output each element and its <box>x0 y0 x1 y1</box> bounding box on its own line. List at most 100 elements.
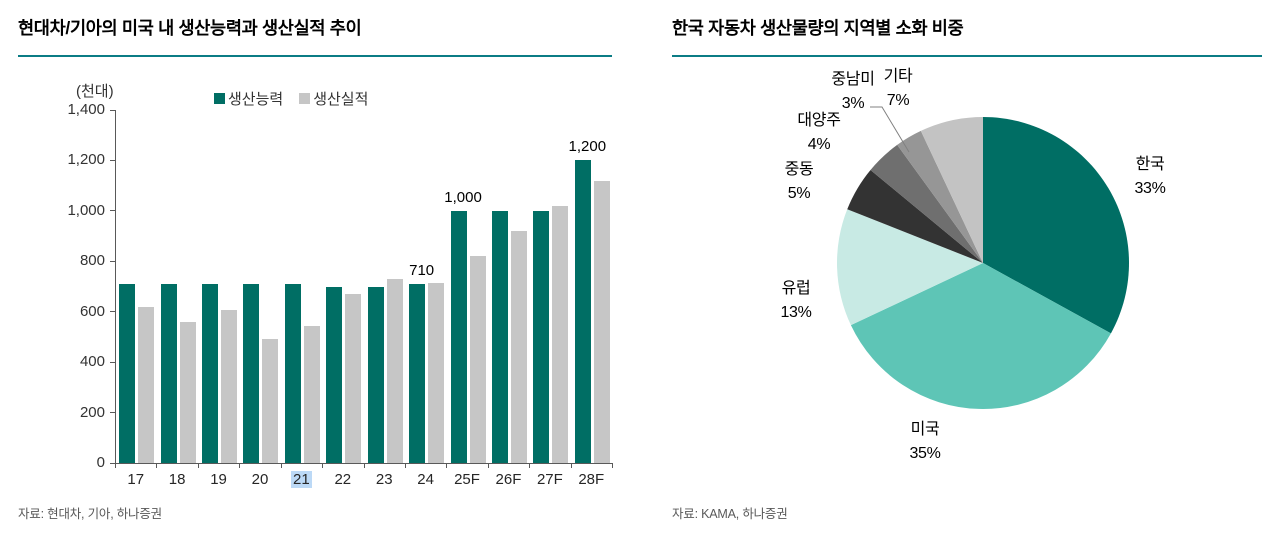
x-axis-tick <box>487 464 489 468</box>
legend-swatch-icon <box>214 93 225 104</box>
x-axis-label-23: 23 <box>375 471 393 488</box>
bar-chart: (천대) 생산능력 생산실적 0 200 400 600 800 1,000 1,200 1,4… <box>18 58 613 498</box>
x-axis-label-19: 19 <box>210 471 227 488</box>
actual-bar-21 <box>303 325 320 463</box>
capacity-bar-28F <box>574 160 591 463</box>
capacity-bar-25F <box>450 210 467 463</box>
y-axis-tick <box>110 412 115 414</box>
pie-label-대양주: 대양주 4% <box>797 109 841 157</box>
capacity-bar-23 <box>367 286 384 463</box>
capacity-bar-17 <box>119 283 136 463</box>
pie-label-name: 한국 <box>1135 156 1165 173</box>
y-axis-tick <box>110 361 115 363</box>
x-axis-label-17: 17 <box>127 471 145 488</box>
capacity-bar-24 <box>409 283 426 463</box>
pie-label-pct: 4% <box>807 136 831 153</box>
x-axis-label-26F: 26F <box>495 471 522 488</box>
pie-label-name: 유럽 <box>781 280 811 297</box>
pie-label-pct: 5% <box>787 185 811 202</box>
x-axis-label-25F: 25F <box>454 471 480 488</box>
bar-data-label: 1,200 <box>568 138 607 156</box>
title-underline <box>18 55 612 57</box>
pie-label-기타: 기타 7% <box>884 65 913 113</box>
pie-chart-source: 자료: KAMA, 하나증권 <box>672 507 788 521</box>
legend-item-capacity: 생산능력 <box>214 88 283 109</box>
y-axis-tick-label: 800 <box>79 252 105 270</box>
legend-item-actual: 생산실적 <box>299 88 368 109</box>
y-axis-tick <box>110 462 115 464</box>
pie-label-pct: 3% <box>841 95 865 112</box>
chart-legend: 생산능력 생산실적 <box>214 88 368 109</box>
pie-slice-미국 <box>850 263 1111 409</box>
pie-label-pct: 35% <box>909 445 941 462</box>
capacity-bar-27F <box>533 210 550 463</box>
actual-bar-17 <box>138 306 155 463</box>
x-axis-label-28F: 28F <box>578 471 605 488</box>
actual-bar-26F <box>510 231 527 463</box>
legend-swatch-icon <box>299 93 311 104</box>
pie-label-name: 중남미 <box>831 71 875 88</box>
x-axis-tick <box>529 464 531 468</box>
y-axis-tick <box>110 109 115 111</box>
y-axis-tick-label: 600 <box>79 302 105 320</box>
pie-slice-기타 <box>920 117 983 263</box>
capacity-bar-26F <box>491 210 508 463</box>
x-axis-tick <box>363 464 365 468</box>
actual-bar-24 <box>428 282 445 463</box>
x-axis-tick <box>322 464 324 468</box>
pie-chart-panel: 한국 자동차 생산물량의 지역별 소화 비중 한국 33% 미국 35% 유럽 13% 중동… <box>672 0 1262 544</box>
pie-label-중남미: 중남미 3% <box>831 68 875 116</box>
x-axis-tick <box>115 464 116 468</box>
x-axis-label-24: 24 <box>417 471 434 488</box>
capacity-bar-19 <box>202 283 219 463</box>
x-axis-tick <box>280 464 282 468</box>
y-axis-tick <box>110 210 115 212</box>
pie-label-name: 기타 <box>883 68 913 85</box>
actual-bar-23 <box>386 278 403 463</box>
y-axis-tick <box>110 260 115 262</box>
actual-bar-25F <box>469 256 486 463</box>
x-axis-tick <box>446 464 448 468</box>
pie-label-name: 대양주 <box>797 112 841 129</box>
x-axis-tick <box>570 464 572 468</box>
actual-bar-27F <box>552 205 569 463</box>
leader-line <box>870 106 910 153</box>
pie-label-pct: 33% <box>1134 180 1166 197</box>
pie-slice-중동 <box>847 169 983 263</box>
y-axis-tick-label: 200 <box>79 403 105 421</box>
actual-bar-28F <box>593 180 610 463</box>
bar-data-label: 710 <box>409 261 435 279</box>
y-axis-tick-label: 1,200 <box>67 151 105 169</box>
x-axis-label-20: 20 <box>251 471 269 488</box>
y-axis-tick-label: 0 <box>96 454 105 471</box>
pie-slice-유럽 <box>837 209 983 326</box>
y-axis-tick <box>110 159 115 161</box>
pie-label-name: 중동 <box>784 161 814 178</box>
pie-slice-대양주 <box>870 144 983 263</box>
pie-graphic <box>837 106 1130 409</box>
x-axis-tick <box>239 464 241 468</box>
pie-slice-한국 <box>983 117 1130 334</box>
actual-bar-19 <box>221 310 238 463</box>
x-axis-label-18: 18 <box>168 471 186 488</box>
y-axis-unit-label: (천대) <box>76 83 114 100</box>
actual-bar-18 <box>179 321 196 463</box>
highlighted-x-label: 21 <box>291 471 312 488</box>
bar-data-label: 1,000 <box>444 188 482 206</box>
capacity-bar-18 <box>160 283 177 463</box>
legend-label: 생산실적 <box>313 91 369 108</box>
capacity-bar-20 <box>243 283 260 463</box>
x-axis-label-22: 22 <box>334 471 352 488</box>
x-axis-label-27F: 27F <box>536 471 563 488</box>
capacity-bar-21 <box>284 283 301 463</box>
pie-label-pct: 7% <box>886 92 910 109</box>
legend-label: 생산능력 <box>228 91 284 108</box>
y-axis-tick-label: 1,000 <box>67 201 105 219</box>
pie-label-미국: 미국 35% <box>909 418 940 466</box>
actual-bar-22 <box>345 294 362 463</box>
pie-chart: 한국 33% 미국 35% 유럽 13% 중동 5% 대양주 4% 중남미 3% 기타 7% <box>672 58 1262 498</box>
x-axis-tick <box>404 464 406 468</box>
x-axis-tick <box>156 464 158 468</box>
bar-chart-title: 현대차/기아의 미국 내 생산능력과 생산실적 추이 <box>18 18 362 38</box>
